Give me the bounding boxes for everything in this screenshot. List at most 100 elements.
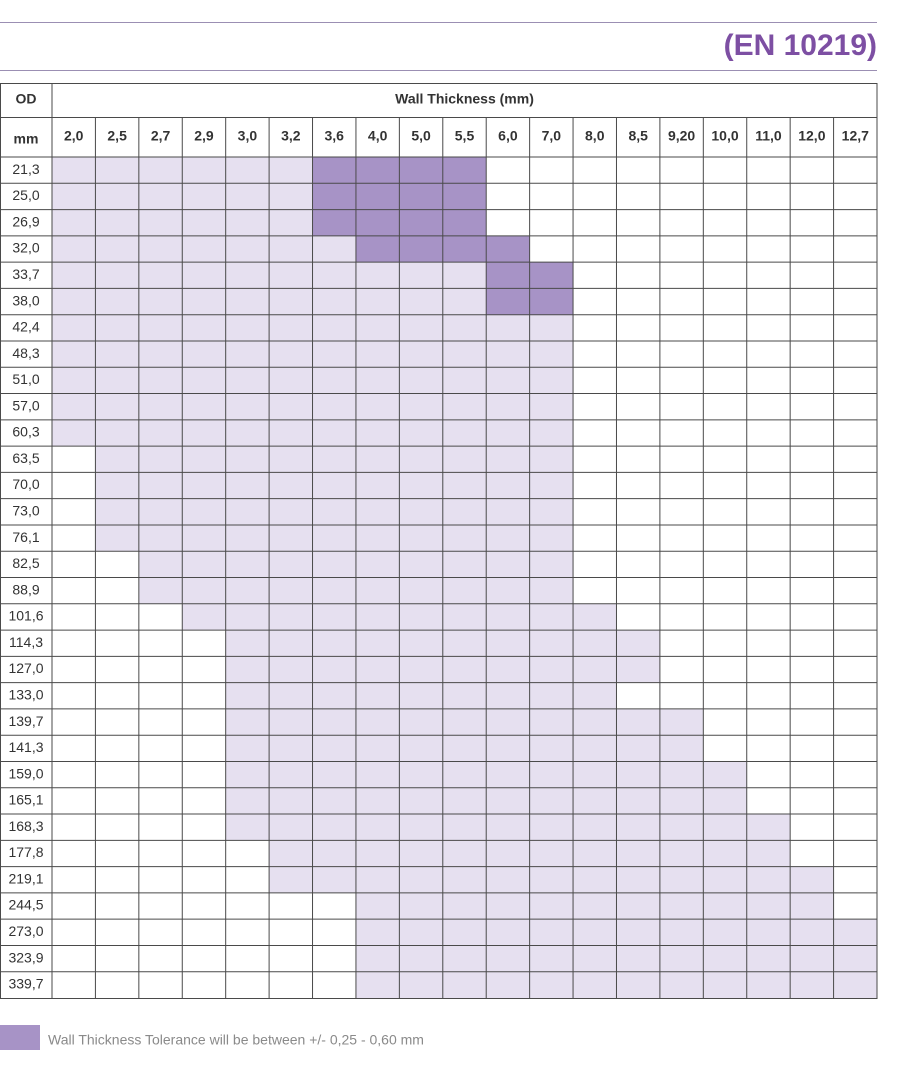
cell-shade (790, 971, 834, 998)
cell-shade (52, 235, 96, 263)
cell-shade (486, 393, 530, 420)
od-value: 139,7 (8, 713, 43, 729)
cell-shade (790, 892, 834, 920)
cell-shade (616, 814, 660, 841)
thickness-header: 10,0 (711, 128, 738, 144)
cell-shade (225, 708, 270, 736)
cell-shade (573, 656, 617, 683)
cell-shade (355, 682, 400, 709)
cell-shade (182, 472, 226, 499)
cell-shade (138, 419, 183, 447)
od-value: 42,4 (12, 319, 39, 335)
cell-shade (312, 551, 356, 578)
table-border (0, 83, 878, 999)
cell-shade (138, 498, 183, 525)
cell-shade (95, 367, 139, 394)
thickness-header: 8,0 (585, 128, 605, 144)
cell-shade (486, 288, 530, 315)
thickness-header: 12,0 (798, 128, 825, 144)
cell-shade (312, 682, 356, 709)
cell-shade (312, 577, 356, 604)
cell-shade (442, 840, 487, 867)
od-value: 21,3 (12, 161, 39, 177)
cell-shade (399, 630, 443, 657)
cell-shade (312, 235, 356, 263)
cell-shade (399, 945, 443, 972)
thickness-header: 3,2 (281, 128, 301, 144)
cell-shade (95, 209, 139, 236)
cell-shade (790, 919, 834, 946)
cell-shade (182, 419, 226, 447)
cell-shade (269, 603, 313, 631)
cell-shade (182, 183, 226, 210)
cell-shade (138, 393, 183, 420)
cell-shade (269, 656, 313, 683)
cell-shade (486, 551, 530, 578)
cell-shade (529, 262, 574, 289)
cell-shade (442, 656, 487, 683)
cell-shade (138, 262, 183, 289)
cell-shade (355, 735, 400, 762)
cell-shade (312, 393, 356, 420)
od-value: 133,0 (8, 686, 43, 702)
cell-shade (442, 919, 487, 946)
cell-shade (399, 814, 443, 841)
cell-shade (269, 288, 313, 315)
cell-shade (355, 235, 400, 263)
cell-shade (312, 524, 356, 552)
cell-shade (486, 787, 530, 815)
cell-shade (95, 419, 139, 447)
cell-shade (486, 630, 530, 657)
cell-shade (616, 787, 660, 815)
cell-shade (355, 551, 400, 578)
cell-shade (529, 551, 574, 578)
cell-shade (703, 787, 747, 815)
cell-shade (312, 656, 356, 683)
cell-shade (659, 840, 704, 867)
cell-shade (399, 446, 443, 473)
cell-shade (225, 314, 270, 341)
cell-shade (182, 524, 226, 552)
cell-shade (659, 708, 704, 736)
cell-shade (399, 183, 443, 210)
cell-shade (573, 919, 617, 946)
cell-shade (442, 814, 487, 841)
cell-shade (529, 419, 574, 447)
cell-shade (52, 340, 96, 368)
cell-shade (399, 367, 443, 394)
thickness-header: 3,6 (325, 128, 345, 144)
cell-shade (95, 340, 139, 368)
cell-shade (573, 971, 617, 998)
cell-shade (182, 603, 226, 631)
cell-shade (529, 866, 574, 893)
cell-shade (138, 524, 183, 552)
cell-shade (182, 577, 226, 604)
cell-shade (529, 393, 574, 420)
cell-shade (182, 288, 226, 315)
cell-shade (529, 656, 574, 683)
cell-shade (529, 498, 574, 525)
od-value: 51,0 (12, 371, 39, 387)
od-value: 159,0 (8, 765, 43, 781)
cell-shade (355, 630, 400, 657)
cell-shade (312, 840, 356, 867)
cell-shade (312, 761, 356, 788)
cell-shade (52, 314, 96, 341)
cell-shade (529, 603, 574, 631)
cell-shade (312, 340, 356, 368)
cell-shade (138, 551, 183, 578)
cell-shade (269, 498, 313, 525)
od-value: 101,6 (8, 608, 43, 624)
cell-shade (399, 866, 443, 893)
cell-shade (399, 761, 443, 788)
cell-shade (355, 656, 400, 683)
od-value: 177,8 (8, 844, 43, 860)
cell-shade (442, 524, 487, 552)
cell-shade (529, 840, 574, 867)
cell-shade (355, 787, 400, 815)
cell-shade (399, 498, 443, 525)
cell-shade (355, 919, 400, 946)
cell-shade (52, 183, 96, 210)
od-value: 244,5 (8, 897, 43, 913)
cell-shade (529, 630, 574, 657)
